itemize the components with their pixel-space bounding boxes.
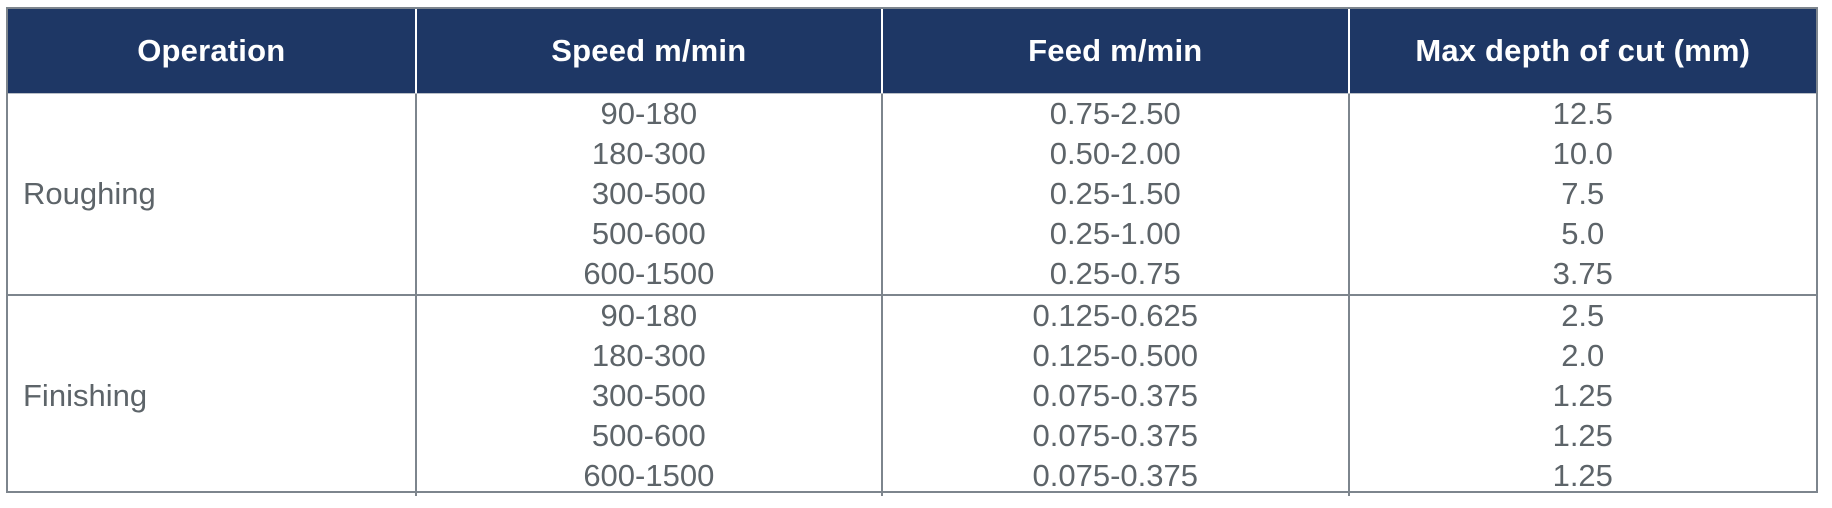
table-body: Roughing 90-180 180-300 300-500 500-600 … [8,94,1816,496]
speed-range-value: 600-1500 [583,256,715,291]
row-group-finishing: Finishing 90-180 180-300 300-500 500-600… [8,294,1816,496]
depth-value: 2.0 [1561,338,1605,373]
row-group-roughing: Roughing 90-180 180-300 300-500 500-600 … [8,94,1816,294]
depth-value: 1.25 [1552,378,1613,413]
feed-range-value: 0.25-1.50 [1049,176,1181,211]
feed-range-value: 0.75-2.50 [1049,96,1181,131]
speed-column-finishing: 90-180 180-300 300-500 500-600 600-1500 [417,296,884,496]
depth-value: 3.75 [1552,256,1613,291]
feed-range-value: 0.25-1.00 [1049,216,1181,251]
feed-range-value: 0.075-0.375 [1032,458,1199,493]
speed-column-roughing: 90-180 180-300 300-500 500-600 600-1500 [417,94,884,294]
speed-range-value: 500-600 [591,418,706,453]
speed-range-value: 90-180 [600,96,698,131]
column-header-max-depth: Max depth of cut (mm) [1415,33,1751,68]
table-header-row: Operation Speed m/min Feed m/min Max dep… [8,9,1816,94]
depth-value: 12.5 [1552,96,1613,131]
column-header-speed: Speed m/min [417,9,884,93]
speed-range-value: 600-1500 [583,458,715,493]
depth-value: 7.5 [1561,176,1605,211]
speed-range-value: 180-300 [591,136,706,171]
speed-range-value: 180-300 [591,338,706,373]
depth-value: 1.25 [1552,418,1613,453]
speed-range-value: 90-180 [600,298,698,333]
speed-range-value: 300-500 [591,378,706,413]
machining-parameters-table: Operation Speed m/min Feed m/min Max dep… [6,7,1818,496]
feed-column-finishing: 0.125-0.625 0.125-0.500 0.075-0.375 0.07… [883,296,1350,496]
speed-range-value: 500-600 [591,216,706,251]
column-header-feed: Feed m/min [883,9,1350,93]
feed-range-value: 0.125-0.500 [1032,338,1199,373]
operation-cell: Roughing [8,94,417,294]
depth-value: 2.5 [1561,298,1605,333]
depth-value: 5.0 [1561,216,1605,251]
depth-value: 1.25 [1552,458,1613,493]
depth-column-finishing: 2.5 2.0 1.25 1.25 1.25 [1350,296,1817,496]
depth-column-roughing: 12.5 10.0 7.5 5.0 3.75 [1350,94,1817,294]
feed-range-value: 0.075-0.375 [1032,418,1199,453]
column-header-operation: Operation [8,9,417,93]
feed-range-value: 0.25-0.75 [1049,256,1181,291]
feed-range-value: 0.125-0.625 [1032,298,1199,333]
feed-column-roughing: 0.75-2.50 0.50-2.00 0.25-1.50 0.25-1.00 … [883,94,1350,294]
operation-cell: Finishing [8,296,417,496]
feed-range-value: 0.075-0.375 [1032,378,1199,413]
feed-range-value: 0.50-2.00 [1049,136,1181,171]
depth-value: 10.0 [1552,136,1613,171]
speed-range-value: 300-500 [591,176,706,211]
